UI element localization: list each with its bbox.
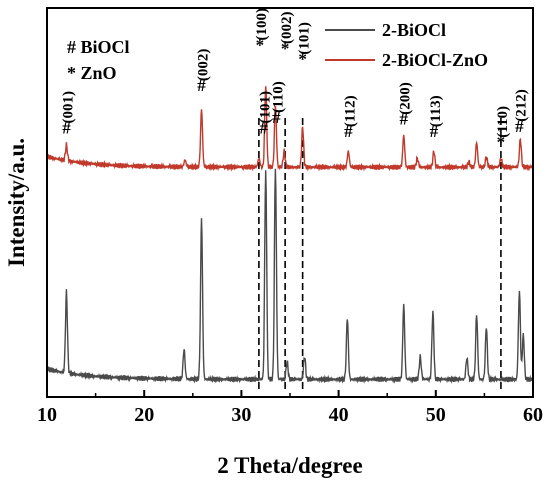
peak-label: (110) [495, 106, 511, 138]
peak-label: (200) [398, 82, 414, 115]
peak-label: (002) [196, 49, 212, 82]
peak-label: (100) [254, 8, 270, 41]
peak-marker: # [515, 117, 524, 136]
peak-label: (112) [342, 95, 358, 127]
x-tick-label: 30 [231, 404, 251, 426]
peak-annotations: #(001)#(002)#(101)*(100)#(110)*(002)*(10… [60, 8, 529, 152]
peak-marker: # [399, 110, 408, 129]
peak-marker: # [197, 76, 206, 95]
x-axis-ticks: 10 20 30 40 50 60 [37, 390, 543, 426]
peak-label: (110) [270, 81, 286, 113]
x-tick-label: 10 [37, 404, 57, 426]
peak-marker: # [260, 119, 269, 138]
x-tick-label: 20 [134, 404, 154, 426]
peak-marker: * [298, 50, 307, 69]
reference-lines [258, 118, 502, 393]
x-tick-label: 50 [426, 404, 446, 426]
peak-marker: * [256, 35, 265, 54]
peak-marker: # [430, 122, 439, 141]
peak-marker: * [281, 39, 290, 58]
x-axis-label: 2 Theta/degree [217, 453, 362, 478]
phase-key-item: * ZnO [67, 63, 117, 83]
x-tick-label: 40 [329, 404, 349, 426]
x-tick-label: 60 [523, 404, 543, 426]
phase-key-item: # BiOCl [67, 37, 130, 57]
series-line-0 [46, 168, 534, 384]
peak-marker: # [62, 119, 71, 138]
legend-label: 2-BiOCl-ZnO [382, 50, 488, 70]
peak-label: (212) [513, 89, 529, 122]
peak-label: (101) [297, 22, 313, 55]
series-line-1 [46, 86, 534, 172]
y-axis-label: Intensity/a.u. [4, 138, 29, 267]
phase-key: # BiOCl * ZnO [67, 37, 130, 83]
legend-label: 2-BiOCl [382, 20, 446, 40]
series-lines [46, 86, 534, 384]
peak-marker: # [344, 122, 353, 141]
peak-marker: # [272, 108, 281, 127]
peak-label: (002) [279, 11, 295, 44]
peak-label: (113) [428, 95, 444, 127]
peak-marker: * [497, 133, 506, 152]
legend: 2-BiOCl 2-BiOCl-ZnO [325, 20, 488, 70]
peak-label: (001) [60, 91, 76, 124]
peak-label: (101) [258, 91, 274, 124]
